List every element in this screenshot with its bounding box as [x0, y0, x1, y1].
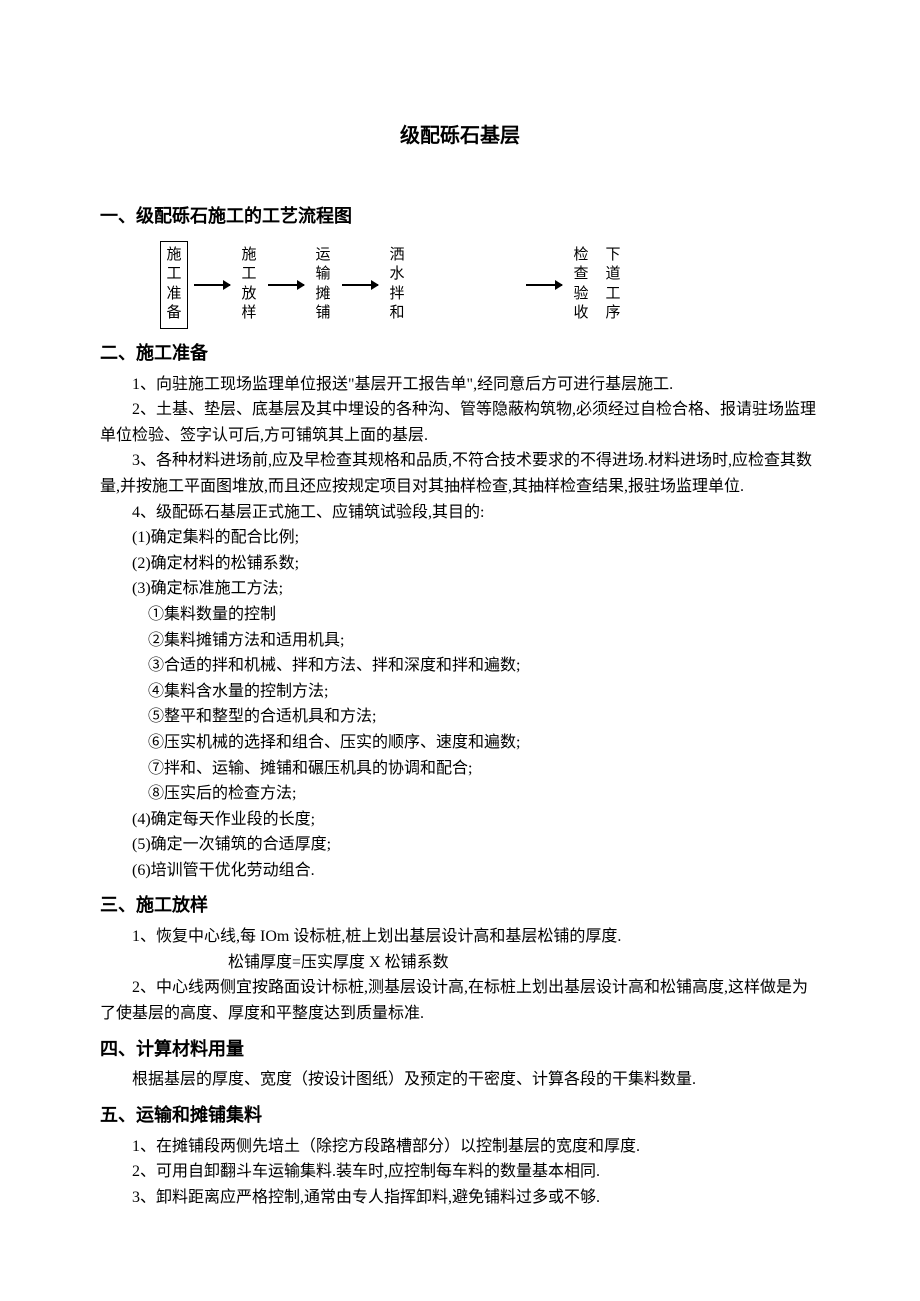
list-item: (5)确定一次铺筑的合适厚度;	[132, 832, 820, 858]
flow-node-3: 运输摊铺	[310, 242, 336, 328]
list-item: ①集料数量的控制	[148, 602, 820, 628]
section1-heading: 一、级配砾石施工的工艺流程图	[100, 202, 820, 231]
arrow-icon	[268, 284, 304, 286]
para: 2、可用自卸翻斗车运输集料.装车时,应控制每车料的数量基本相同.	[100, 1159, 820, 1185]
list-item: ④集料含水量的控制方法;	[148, 679, 820, 705]
list-item: (2)确定材料的松铺系数;	[132, 551, 820, 577]
list-item: ②集料摊铺方法和适用机具;	[148, 628, 820, 654]
list-item: (3)确定标准施工方法;	[132, 576, 820, 602]
formula: 松铺厚度=压实厚度 X 松铺系数	[228, 950, 820, 976]
arrow-icon	[526, 284, 562, 286]
flow-node-4: 洒水拌和	[384, 242, 410, 328]
para: 2、土基、垫层、底基层及其中埋设的各种沟、管等隐蔽构筑物,必须经过自检合格、报请…	[100, 397, 820, 448]
flow-node-6: 下道工序	[600, 242, 626, 328]
list-item: ⑦拌和、运输、摊铺和碾压机具的协调和配合;	[148, 756, 820, 782]
list-item: ⑥压实机械的选择和组合、压实的顺序、速度和遍数;	[148, 730, 820, 756]
para: 2、中心线两侧宜按路面设计标桩,测基层设计高,在标桩上划出基层设计高和松铺高度,…	[100, 975, 820, 1026]
arrow-icon	[342, 284, 378, 286]
para: 1、恢复中心线,每 IOm 设标桩,桩上划出基层设计高和基层松铺的厚度.	[100, 924, 820, 950]
para: 4、级配砾石基层正式施工、应铺筑试验段,其目的:	[100, 500, 820, 526]
section5-heading: 五、运输和摊铺集料	[100, 1101, 820, 1130]
list-item: ③合适的拌和机械、拌和方法、拌和深度和拌和遍数;	[148, 653, 820, 679]
para: 1、在摊铺段两侧先培土（除挖方段路槽部分）以控制基层的宽度和厚度.	[100, 1134, 820, 1160]
section3-heading: 三、施工放样	[100, 891, 820, 920]
para: 3、卸料距离应严格控制,通常由专人指挥卸料,避免铺料过多或不够.	[100, 1185, 820, 1211]
para: 根据基层的厚度、宽度（按设计图纸）及预定的干密度、计算各段的干集料数量.	[100, 1067, 820, 1093]
section4-heading: 四、计算材料用量	[100, 1035, 820, 1064]
arrow-icon	[194, 284, 230, 286]
list-item: (4)确定每天作业段的长度;	[132, 807, 820, 833]
para: 1、向驻施工现场监理单位报送"基层开工报告单",经同意后方可进行基层施工.	[100, 372, 820, 398]
list-item: ⑤整平和整型的合适机具和方法;	[148, 704, 820, 730]
flow-node-5: 检查验收	[568, 242, 594, 328]
para: 3、各种材料进场前,应及早检查其规格和品质,不符合技术要求的不得进场.材料进场时…	[100, 448, 820, 499]
flow-node-1: 施工准备	[160, 241, 188, 329]
section2-heading: 二、施工准备	[100, 339, 820, 368]
list-item: ⑧压实后的检查方法;	[148, 781, 820, 807]
list-item: (1)确定集料的配合比例;	[132, 525, 820, 551]
page-title: 级配砾石基层	[100, 120, 820, 152]
flowchart: 施工准备 施工放样 运输摊铺 洒水拌和 检查验收 下道工序	[160, 241, 820, 329]
flow-node-2: 施工放样	[236, 242, 262, 328]
list-item: (6)培训管干优化劳动组合.	[132, 858, 820, 884]
